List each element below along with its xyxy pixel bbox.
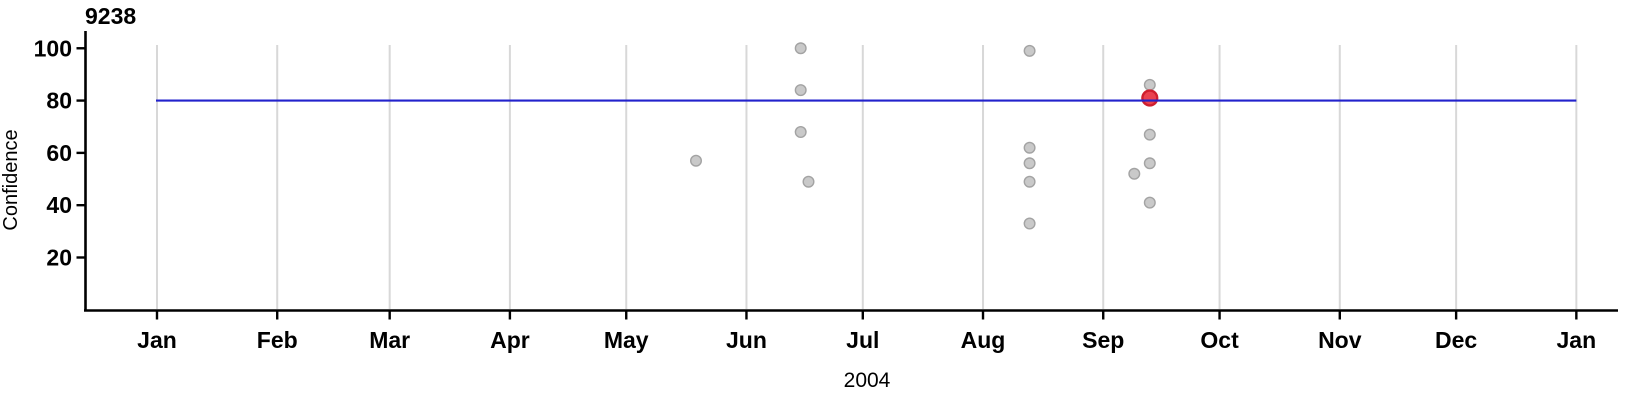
x-axis-tick-label: Jun (726, 327, 767, 353)
y-axis-tick-label: 40 (46, 192, 72, 218)
x-axis-tick-label: Sep (1082, 327, 1124, 353)
data-point[interactable] (1143, 157, 1156, 170)
data-point[interactable] (1023, 141, 1036, 154)
data-point[interactable] (690, 154, 703, 167)
y-axis-tick-label: 80 (46, 88, 72, 114)
y-axis-tick-label: 100 (34, 35, 72, 61)
data-point[interactable] (1023, 44, 1036, 57)
x-axis-tick-label: Oct (1200, 327, 1239, 353)
y-axis-tick-label: 60 (46, 140, 72, 166)
x-axis-tick-label: Jan (137, 327, 177, 353)
y-axis-title: Confidence (0, 129, 22, 230)
data-point[interactable] (1023, 175, 1036, 188)
data-point[interactable] (802, 175, 815, 188)
x-axis-tick-label: Jan (1557, 327, 1597, 353)
x-axis-tick-label: Mar (369, 327, 410, 353)
data-point[interactable] (1023, 157, 1036, 170)
x-axis-tick-label: Aug (961, 327, 1006, 353)
x-axis-tick-label: Feb (257, 327, 298, 353)
data-point[interactable] (794, 42, 807, 55)
data-point[interactable] (1143, 78, 1156, 91)
x-axis-tick-label: Nov (1318, 327, 1362, 353)
data-point[interactable] (794, 125, 807, 138)
data-point[interactable] (1143, 196, 1156, 209)
x-axis-tick-label: Apr (490, 327, 530, 353)
x-axis-tick-label: Jul (846, 327, 879, 353)
data-point[interactable] (794, 84, 807, 97)
x-axis-title: 2004 (844, 369, 891, 392)
data-point[interactable] (1023, 217, 1036, 230)
y-axis-tick-label: 20 (46, 244, 72, 270)
data-point[interactable] (1143, 128, 1156, 141)
highlighted-data-point[interactable] (1141, 89, 1159, 107)
data-point[interactable] (1128, 167, 1141, 180)
data-points-layer (690, 42, 1159, 230)
x-axis-tick-label: Dec (1435, 327, 1477, 353)
axes-layer: Jan Feb Mar Apr May Jun Jul Aug Sep Oct Nov Dec Jan 2… (34, 31, 1618, 353)
month-gridlines (156, 45, 1578, 309)
chart-title: 9238 (85, 3, 136, 29)
x-axis-tick-label: May (604, 327, 649, 353)
